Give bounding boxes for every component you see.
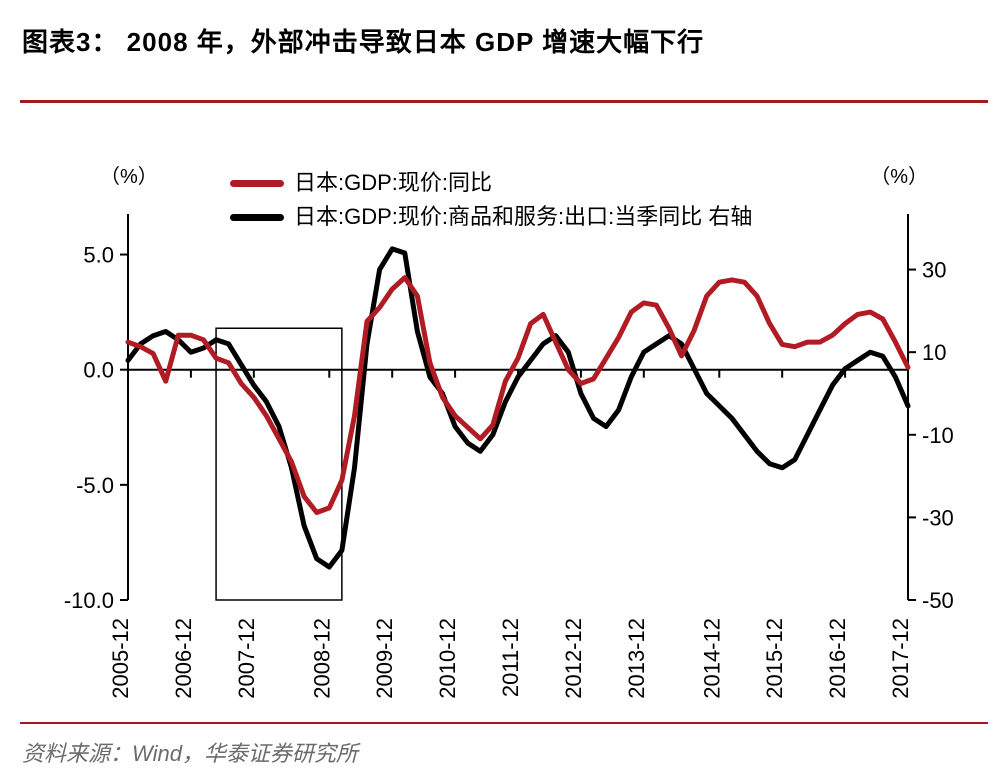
ytick-right: 10 (922, 340, 946, 365)
ytick-left: -5.0 (76, 473, 114, 498)
ytick-right: -30 (922, 505, 954, 530)
xtick-label: 2014-12 (699, 618, 724, 699)
ytick-left: -10.0 (64, 588, 114, 613)
series-exports-line (128, 249, 908, 567)
legend-label-1: 日本:GDP:现价:同比 (294, 166, 492, 200)
series-gdp-line (128, 278, 908, 513)
legend-label-2: 日本:GDP:现价:商品和服务:出口:当季同比 右轴 (294, 200, 752, 234)
xtick-label: 2011-12 (498, 618, 523, 697)
xtick-label: 2015-12 (762, 618, 787, 699)
legend: 日本:GDP:现价:同比 日本:GDP:现价:商品和服务:出口:当季同比 右轴 (230, 166, 752, 234)
ytick-right: -50 (922, 588, 954, 613)
xtick-label: 2005-12 (108, 618, 133, 699)
ytick-right: -10 (922, 423, 954, 448)
legend-swatch-2 (230, 214, 284, 221)
xtick-label: 2010-12 (435, 618, 460, 699)
left-axis-unit: （%） (100, 160, 158, 189)
xtick-label: 2016-12 (825, 618, 850, 699)
ytick-left: 0.0 (83, 358, 114, 383)
legend-item-1: 日本:GDP:现价:同比 (230, 166, 752, 200)
xtick-label: 2013-12 (624, 618, 649, 699)
rule-top (20, 100, 988, 103)
xtick-label: 2012-12 (561, 618, 586, 699)
source-text: 资料来源：Wind，华泰证券研究所 (22, 736, 358, 768)
xtick-label: 2006-12 (171, 618, 196, 699)
rule-bottom (20, 722, 988, 724)
legend-swatch-1 (230, 180, 284, 187)
right-axis-unit: （%） (870, 160, 928, 189)
chart-title: 图表3： 2008 年，外部冲击导致日本 GDP 增速大幅下行 (22, 22, 704, 59)
ytick-right: 30 (922, 258, 946, 283)
legend-item-2: 日本:GDP:现价:商品和服务:出口:当季同比 右轴 (230, 200, 752, 234)
ytick-left: 5.0 (83, 243, 114, 268)
chart-area: （%） （%） 日本:GDP:现价:同比 日本:GDP:现价:商品和服务:出口:… (20, 120, 988, 712)
xtick-label: 2007-12 (234, 618, 259, 699)
xtick-label: 2009-12 (372, 618, 397, 699)
xtick-label: 2017-12 (888, 618, 913, 699)
xtick-label: 2008-12 (309, 618, 334, 699)
